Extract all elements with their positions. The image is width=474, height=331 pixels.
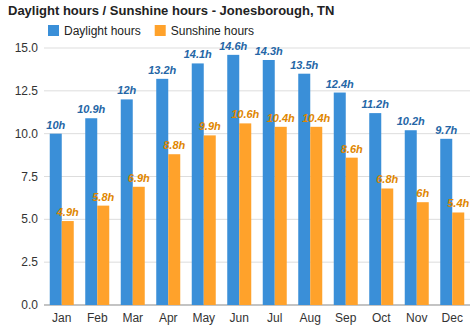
bar [62,221,74,305]
bar [192,63,204,305]
bar [156,79,168,305]
bar [369,113,381,305]
bar [121,99,133,305]
bar [405,130,417,305]
data-label: 6h [416,187,429,199]
bar [85,118,97,305]
y-tick-label: 5.0 [21,212,38,226]
data-label: 10.4h [302,112,330,124]
data-label: 13.5h [290,59,318,71]
x-tick-label: Feb [87,311,108,325]
legend-swatch [155,25,166,36]
x-tick-label: May [192,311,215,325]
data-label: 10.2h [397,115,425,127]
x-tick-label: Nov [406,311,427,325]
data-label: 10.6h [231,108,259,120]
bar [381,188,393,305]
bar [298,74,310,305]
data-label: 9.9h [199,120,221,132]
data-label: 5.8h [92,191,114,203]
data-label: 12h [117,84,136,96]
bar [310,127,322,305]
bar [168,154,180,305]
y-tick-label: 0.0 [21,298,38,312]
bar [204,135,216,305]
bar [417,202,429,305]
data-label: 6.9h [128,172,150,184]
y-tick-label: 2.5 [21,255,38,269]
data-label: 11.2h [362,98,390,110]
x-tick-label: Mar [122,311,143,325]
bar [452,212,464,305]
x-tick-label: Jun [230,311,249,325]
bar [239,123,251,305]
x-tick-label: Oct [372,311,391,325]
data-label: 12.4h [326,78,354,90]
bar [346,158,358,305]
data-label: 8.8h [163,139,185,151]
y-tick-label: 12.5 [15,84,39,98]
grid-line [44,90,470,91]
data-label: 13.2h [148,64,176,76]
chart: Daylight hours / Sunshine hours - Jonesb… [0,0,474,331]
data-label: 4.9h [56,206,79,218]
data-label: 10.4h [267,112,295,124]
x-tick-label: Sep [335,311,357,325]
data-label: 6.8h [376,173,398,185]
bar [227,55,239,305]
bar [275,127,287,305]
bar [334,93,346,305]
legend-swatch [48,25,59,36]
bar [133,187,145,305]
x-tick-label: Apr [159,311,178,325]
data-label: 14.3h [255,45,283,57]
bar [263,60,275,305]
data-label: 8.6h [341,143,363,155]
y-tick-label: 10.0 [15,127,39,141]
legend-label: Sunshine hours [171,24,254,38]
title: Daylight hours / Sunshine hours - Jonesb… [8,3,334,18]
data-label: 14.1h [184,48,212,60]
x-tick-label: Jan [52,311,71,325]
y-tick-label: 15.0 [15,41,39,55]
bar [440,139,452,305]
y-tick-label: 7.5 [21,170,38,184]
data-label: 10.9h [77,103,105,115]
data-label: 5.4h [447,197,469,209]
x-tick-label: Aug [300,311,321,325]
legend-label: Daylight hours [64,24,141,38]
x-tick-label: Jul [267,311,282,325]
bar [50,134,62,305]
bars [50,55,465,305]
data-label: 14.6h [219,40,247,52]
bar [97,206,109,305]
data-label: 9.7h [435,124,457,136]
data-labels: 10h 4.9h 10.9h 5.8h 12h 6.9h 13.2h 8.8h 14.1h 9.9… [46,40,469,218]
data-label: 10h [46,119,65,131]
x-tick-label: Dec [442,311,463,325]
